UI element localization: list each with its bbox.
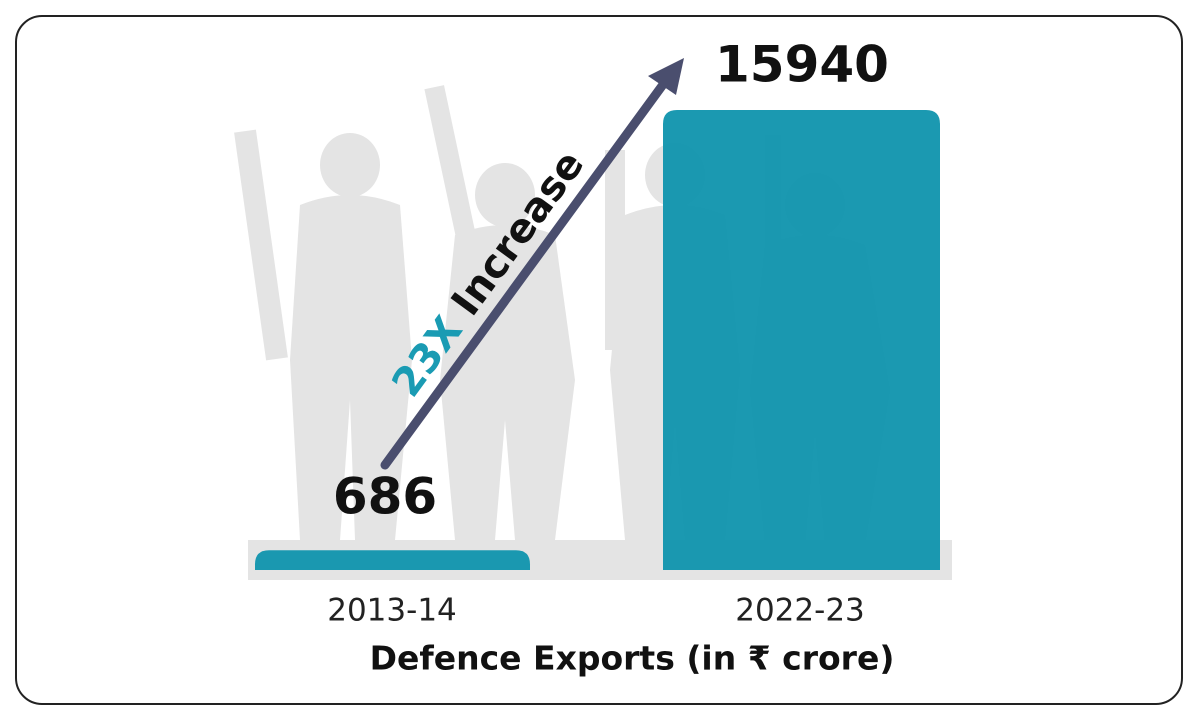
x-tick-label: 2013-14	[327, 593, 457, 629]
arrowhead	[648, 58, 684, 95]
increase-arrow	[380, 70, 675, 470]
bar	[255, 550, 530, 570]
x-tick-label: 2022-23	[735, 593, 865, 629]
x-axis-title: Defence Exports (in ₹ crore)	[370, 639, 895, 678]
value-label: 15940	[715, 36, 889, 94]
value-label: 686	[333, 468, 437, 526]
bar	[663, 110, 940, 570]
